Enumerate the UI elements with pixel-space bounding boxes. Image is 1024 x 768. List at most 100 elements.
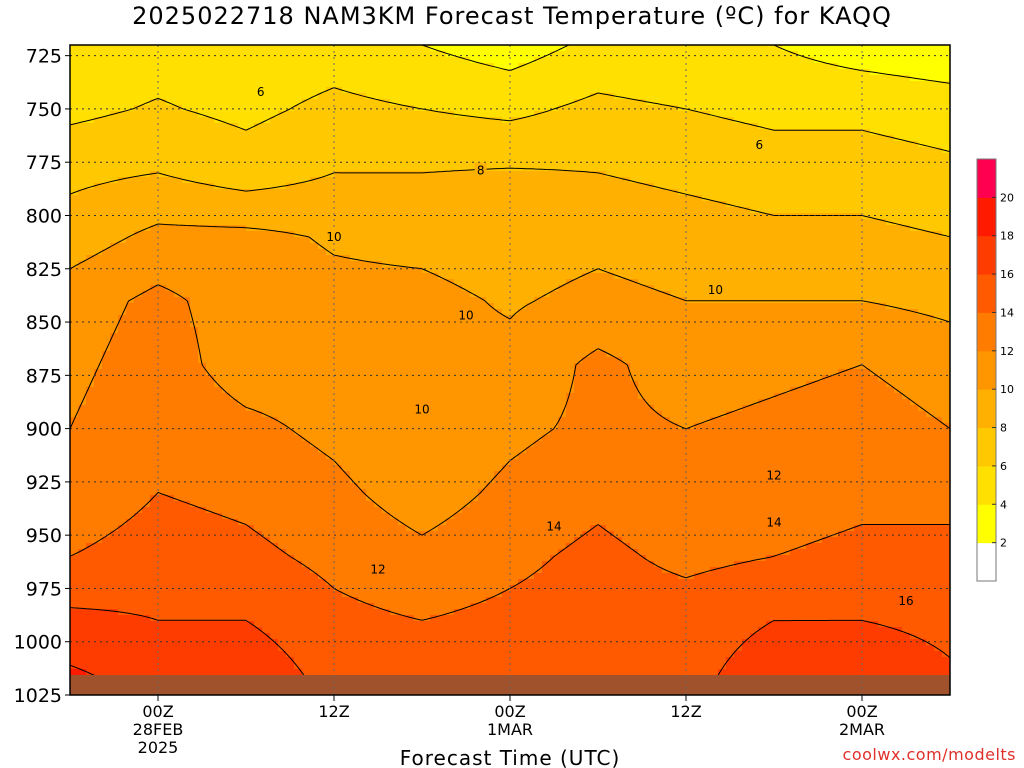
field-cell — [798, 183, 807, 190]
field-cell — [942, 135, 950, 142]
field-cell — [126, 111, 135, 118]
field-cell — [278, 159, 287, 166]
field-cell — [606, 105, 615, 112]
field-cell — [350, 183, 359, 190]
field-cell — [454, 237, 463, 244]
field-cell — [190, 261, 199, 268]
field-cell — [878, 141, 887, 148]
field-cell — [726, 219, 735, 226]
field-cell — [374, 99, 383, 106]
field-cell — [534, 189, 543, 196]
field-cell — [158, 291, 167, 298]
field-cell — [734, 165, 743, 172]
field-cell — [502, 51, 511, 58]
field-cell — [622, 159, 631, 166]
field-cell — [398, 99, 407, 106]
field-cell — [902, 231, 911, 238]
field-cell — [214, 111, 223, 118]
field-cell — [86, 63, 95, 70]
field-cell — [110, 147, 119, 154]
field-cell — [390, 213, 399, 220]
field-cell — [126, 255, 135, 262]
field-cell — [510, 273, 519, 280]
field-cell — [926, 207, 935, 214]
field-cell — [742, 225, 751, 232]
field-cell — [814, 63, 823, 70]
field-cell — [630, 255, 639, 262]
field-cell — [534, 105, 543, 112]
field-cell — [702, 255, 711, 262]
field-cell — [486, 219, 495, 226]
field-cell — [734, 195, 743, 202]
field-cell — [350, 93, 359, 100]
field-cell — [414, 315, 423, 322]
field-cell — [918, 63, 927, 70]
field-cell — [334, 171, 343, 178]
field-cell — [494, 63, 503, 70]
field-cell — [934, 45, 943, 52]
field-cell — [918, 207, 927, 214]
field-cell — [902, 261, 911, 268]
field-cell — [942, 219, 950, 226]
field-cell — [710, 255, 719, 262]
field-cell — [838, 255, 847, 262]
field-cell — [774, 255, 783, 262]
field-cell — [86, 147, 95, 154]
field-cell — [718, 303, 727, 310]
field-cell — [214, 51, 223, 58]
field-cell — [806, 291, 815, 298]
field-cell — [422, 207, 431, 214]
field-cell — [678, 171, 687, 178]
field-cell — [918, 255, 927, 262]
field-cell — [414, 213, 423, 220]
field-cell — [638, 291, 647, 298]
field-cell — [598, 117, 607, 124]
field-cell — [462, 183, 471, 190]
field-cell — [854, 111, 863, 118]
field-cell — [782, 123, 791, 130]
field-cell — [750, 69, 759, 76]
field-cell — [734, 63, 743, 70]
field-cell — [798, 135, 807, 142]
field-cell — [598, 285, 607, 292]
field-cell — [414, 219, 423, 226]
field-cell — [694, 171, 703, 178]
field-cell — [670, 147, 679, 154]
field-cell — [806, 51, 815, 58]
field-cell — [294, 303, 303, 310]
field-cell — [118, 51, 127, 58]
field-cell — [798, 303, 807, 310]
field-cell — [678, 141, 687, 148]
field-cell — [438, 51, 447, 58]
field-cell — [278, 225, 287, 232]
field-cell — [278, 141, 287, 148]
field-cell — [558, 111, 567, 118]
field-cell — [614, 207, 623, 214]
field-cell — [222, 231, 231, 238]
field-cell — [726, 207, 735, 214]
field-cell — [734, 207, 743, 214]
field-cell — [646, 273, 655, 280]
field-cell — [278, 219, 287, 226]
field-cell — [470, 285, 479, 292]
field-cell — [774, 183, 783, 190]
field-cell — [214, 309, 223, 316]
field-cell — [774, 93, 783, 100]
field-cell — [438, 291, 447, 298]
field-cell — [662, 165, 671, 172]
field-cell — [886, 261, 895, 268]
field-cell — [830, 183, 839, 190]
field-cell — [846, 153, 855, 160]
field-cell — [558, 225, 567, 232]
field-cell — [406, 183, 415, 190]
field-cell — [190, 87, 199, 94]
field-cell — [86, 177, 95, 184]
field-cell — [206, 189, 215, 196]
field-cell — [662, 117, 671, 124]
field-cell — [286, 129, 295, 136]
field-cell — [702, 195, 711, 202]
field-cell — [574, 51, 583, 58]
field-cell — [198, 279, 207, 286]
field-cell — [942, 213, 950, 220]
field-cell — [886, 249, 895, 256]
